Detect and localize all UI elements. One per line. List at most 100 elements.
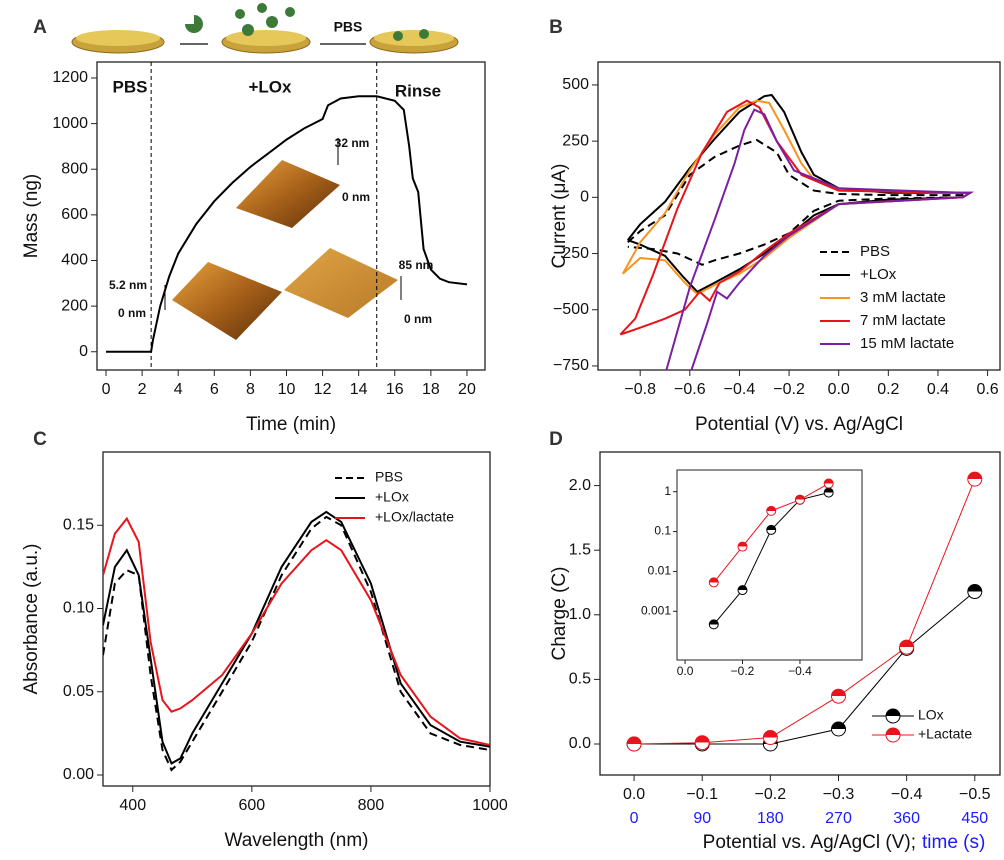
annotation: +LOx [249,77,293,96]
y-tick-label: 2.0 [569,477,591,494]
legend-label: PBS [375,469,403,485]
y-tick-label: 0 [580,189,589,206]
y-tick-label: 1000 [52,115,88,132]
series-line [106,95,468,353]
annotation: 85 nm [399,258,434,272]
x-tick-label: 800 [358,797,385,814]
plot-frame [599,451,1001,776]
legend-marker [885,708,901,724]
x2-tick-label: 0 [630,810,639,827]
data-point [823,478,834,489]
x-tick-label: 6 [210,381,219,398]
x-tick-label: 10 [278,381,296,398]
series-line [103,516,490,746]
annotation: PBS [113,77,148,96]
y-tick-label: 400 [61,252,88,269]
x-tick-label: −0.1 [686,786,718,803]
data-point [899,639,915,655]
y-tick-label: 1.5 [569,541,591,558]
afm-image [284,248,398,318]
data-point [708,619,719,630]
x-tick-label: −0.4 [788,664,812,678]
plot-area [619,93,974,370]
legend-label: +LOx/lactate [375,509,454,525]
legend-label: LOx [918,707,944,723]
y-tick-label: 600 [61,206,88,223]
x-axis-label: Potential (V) vs. Ag/AgCl [695,414,903,435]
x-axis-label: Time (min) [246,414,336,435]
data-point [794,494,805,505]
y-tick-label: 0.05 [63,683,94,700]
data-point [831,721,847,737]
legend-label: 3 mM lactate [860,289,946,306]
series-line [634,478,976,745]
x-tick-label: 4 [174,381,183,398]
plot-frame [676,469,863,661]
legend-label: +LOx [375,489,409,505]
y-axis-label: Charge (C) [549,567,570,661]
data-point [967,471,983,487]
x-tick-label: −0.4 [891,786,923,803]
y-tick-label: 0.10 [63,600,94,617]
x2-tick-label: 180 [757,810,784,827]
x-tick-label: 2 [138,381,147,398]
plot-frame [102,451,491,787]
y-axis-label: Absorbance (a.u.) [21,543,42,694]
y-tick-label: 0.001 [641,603,671,617]
inset-bg [677,470,862,660]
plot-area [103,510,490,772]
x2-tick-label: 90 [693,810,711,827]
data-point [762,730,778,746]
y-tick-label: −250 [553,245,589,262]
x-tick-label: 0.2 [877,381,899,398]
annotation: 0 nm [342,190,370,204]
legend-marker [885,727,901,743]
y-tick-label: 1 [664,484,671,498]
data-point [708,577,719,588]
data-point [737,541,748,552]
x-axis-label: Wavelength (nm) [225,830,369,851]
x2-tick-label: 450 [961,810,988,827]
y-tick-label: 0.1 [654,524,671,538]
data-point [626,736,642,752]
x-axis-label: Potential vs. Ag/AgCl (V); [703,832,916,853]
x-tick-label: −0.2 [773,381,805,398]
annotation: PBS [334,19,363,35]
x-tick-label: 400 [119,797,146,814]
schematic [71,3,459,54]
legend-label: PBS [860,243,890,260]
y-axis-label: Current (μA) [549,164,570,269]
x-tick-label: 0.0 [623,786,645,803]
afm-image [236,160,340,228]
y-axis-label: Mass (ng) [21,174,42,258]
x-tick-label: −0.2 [731,664,755,678]
x-tick-label: −0.5 [959,786,991,803]
plot-area [634,478,976,745]
y-tick-label: 800 [61,160,88,177]
panel-label: A [33,17,47,38]
afm-image [172,262,282,340]
y-tick-label: 250 [562,132,589,149]
x2-axis-label: time (s) [922,832,985,853]
y-tick-label: 500 [562,76,589,93]
data-point [737,585,748,596]
x-tick-label: 0 [102,381,111,398]
x-tick-label: 0.6 [976,381,998,398]
x2-tick-label: 360 [893,810,920,827]
legend-label: 15 mM lactate [860,335,954,352]
x-tick-label: −0.2 [755,786,787,803]
y-tick-label: −750 [553,357,589,374]
annotation: 5.2 nm [109,278,147,292]
x-tick-label: 12 [314,381,332,398]
data-point [694,735,710,751]
x2-tick-label: 270 [825,810,852,827]
legend-label: +LOx [860,266,897,283]
y-tick-label: 0 [79,343,88,360]
y-tick-label: 0.0 [569,735,591,752]
data-point [766,505,777,516]
y-tick-label: 1.0 [569,606,591,623]
series-line [634,591,976,745]
legend-label: +Lactate [918,726,972,742]
y-tick-label: 1200 [52,69,88,86]
